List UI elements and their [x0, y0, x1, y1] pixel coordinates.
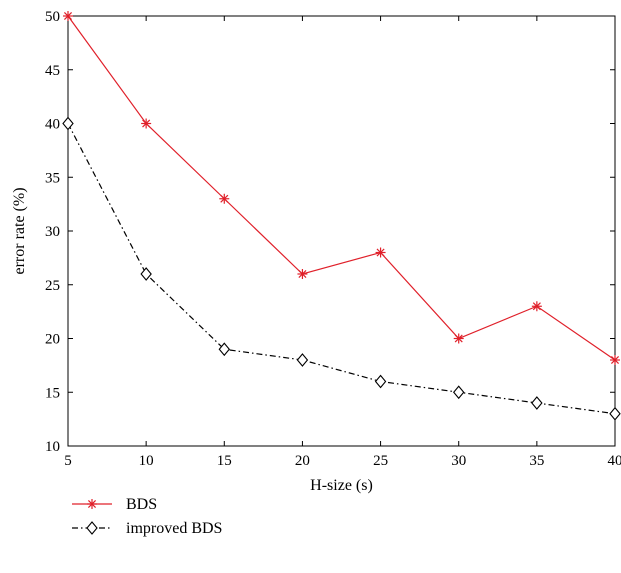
plot-frame [67, 15, 616, 447]
data-point-marker [374, 374, 387, 389]
x-tick-label: 20 [295, 453, 310, 469]
plot-area [67, 15, 616, 447]
data-point-marker [531, 301, 542, 312]
data-point-marker [296, 353, 309, 367]
y-axis-label: error rate (%) [11, 187, 28, 274]
data-point-marker [297, 269, 308, 279]
legend-marker [86, 521, 98, 535]
legend-item: improved BDS [72, 520, 222, 537]
data-point-marker [62, 116, 74, 131]
y-tick-label: 25 [45, 278, 60, 294]
y-tick-label: 30 [45, 224, 60, 240]
data-point-marker [141, 118, 152, 129]
x-tick-label: 40 [608, 453, 621, 469]
y-tick-label: 15 [45, 385, 60, 401]
y-tick-label: 45 [45, 63, 60, 79]
y-tick-label: 50 [45, 9, 60, 25]
data-point-marker [219, 193, 230, 204]
data-point-marker [375, 247, 386, 258]
series-line [67, 123, 616, 415]
x-tick-label: 30 [451, 453, 466, 469]
legend-label: improved BDS [126, 520, 222, 537]
x-tick-label: 5 [64, 453, 72, 469]
x-tick-label: 15 [217, 453, 232, 469]
x-tick-label: 10 [139, 453, 154, 469]
y-tick-label: 10 [45, 439, 60, 455]
data-point-marker [140, 267, 152, 281]
series-layer [62, 11, 621, 421]
series-line [67, 15, 616, 361]
series-improved-bds [62, 116, 621, 421]
y-tick-label: 20 [45, 332, 60, 348]
y-tick-label: 40 [45, 117, 60, 133]
x-tick-label: 25 [373, 453, 388, 469]
legend-item: BDS [72, 496, 157, 513]
data-point-marker [452, 385, 465, 400]
x-tick-label: 35 [529, 453, 544, 469]
y-tick-label: 35 [45, 170, 60, 186]
data-point-marker [218, 342, 231, 357]
data-point-marker [63, 11, 73, 21]
x-axis-label: H-size (s) [310, 477, 373, 494]
data-point-marker [453, 333, 464, 344]
data-point-marker [531, 396, 543, 410]
legend-marker [87, 499, 97, 509]
legend-label: BDS [126, 496, 157, 513]
legend: BDS improved BDS [72, 496, 222, 537]
data-point-marker [609, 406, 621, 421]
series-bds [63, 11, 620, 365]
data-point-marker [610, 355, 620, 365]
